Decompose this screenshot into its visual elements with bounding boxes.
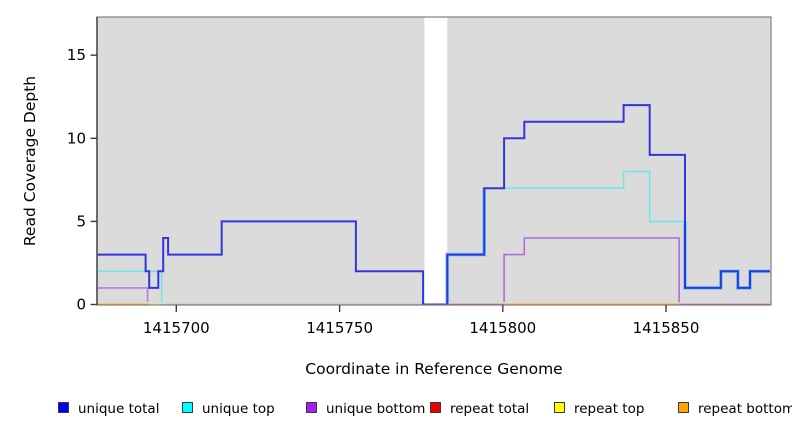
legend-swatch — [182, 402, 193, 413]
legend-label: repeat total — [450, 400, 530, 417]
legend-item-repeat-total: repeat total — [430, 398, 530, 417]
legend-swatch — [678, 402, 689, 413]
legend-swatch — [306, 402, 317, 413]
x-tick-label: 1415850 — [633, 319, 700, 337]
legend-swatch — [58, 402, 69, 413]
legend: unique total unique top unique bottom repea… — [0, 396, 792, 420]
series-line-unique-bottom-left — [97, 287, 149, 302]
legend-item-unique-top: unique top — [182, 398, 275, 417]
y-tick-label: 0 — [76, 296, 86, 314]
y-tick-label: 5 — [76, 212, 86, 230]
y-axis-title: Read Coverage Depth — [21, 75, 39, 247]
legend-swatch — [554, 402, 565, 413]
x-axis-title: Coordinate in Reference Genome — [305, 360, 563, 378]
y-tick-label: 15 — [67, 46, 86, 64]
legend-label: repeat top — [574, 400, 645, 417]
legend-item-unique-bottom: unique bottom — [306, 398, 426, 417]
legend-item-unique-total: unique total — [58, 398, 160, 417]
legend-item-repeat-top: repeat top — [554, 398, 645, 417]
x-tick-label: 1415750 — [306, 319, 373, 337]
y-tick-label: 10 — [67, 129, 86, 147]
x-tick-label: 1415700 — [143, 319, 210, 337]
no-data-gap-band — [424, 17, 448, 305]
series-line-unique-bottom-right — [503, 237, 680, 302]
legend-item-repeat-bottom: repeat bottom — [678, 398, 792, 417]
legend-label: unique top — [202, 400, 275, 417]
legend-label: unique bottom — [326, 400, 426, 417]
legend-swatch — [430, 402, 441, 413]
legend-label: unique total — [78, 400, 160, 417]
x-tick-label: 1415800 — [469, 319, 536, 337]
series-line-unique-total — [97, 104, 770, 306]
legend-label: repeat bottom — [698, 400, 792, 417]
